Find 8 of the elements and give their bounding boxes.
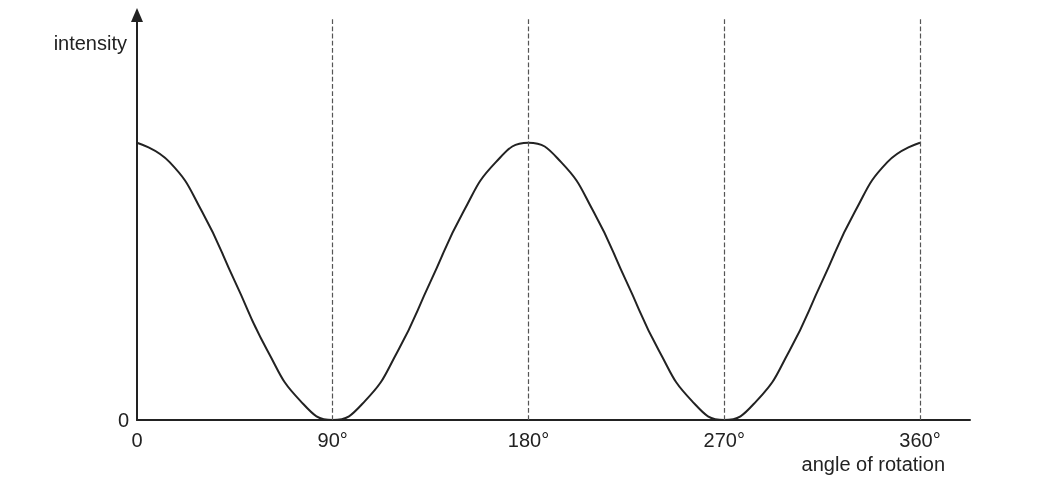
y-axis-title: intensity <box>53 32 127 54</box>
x-tick-label: 0 <box>131 429 143 451</box>
x-tick-label: 270° <box>703 429 745 451</box>
x-tick-label: 90° <box>317 429 348 451</box>
x-tick-label: 360° <box>899 429 941 451</box>
text: 0 <box>117 409 129 431</box>
x-axis-title: angle of rotation <box>801 453 945 475</box>
x-tick-label: 180° <box>507 429 550 451</box>
